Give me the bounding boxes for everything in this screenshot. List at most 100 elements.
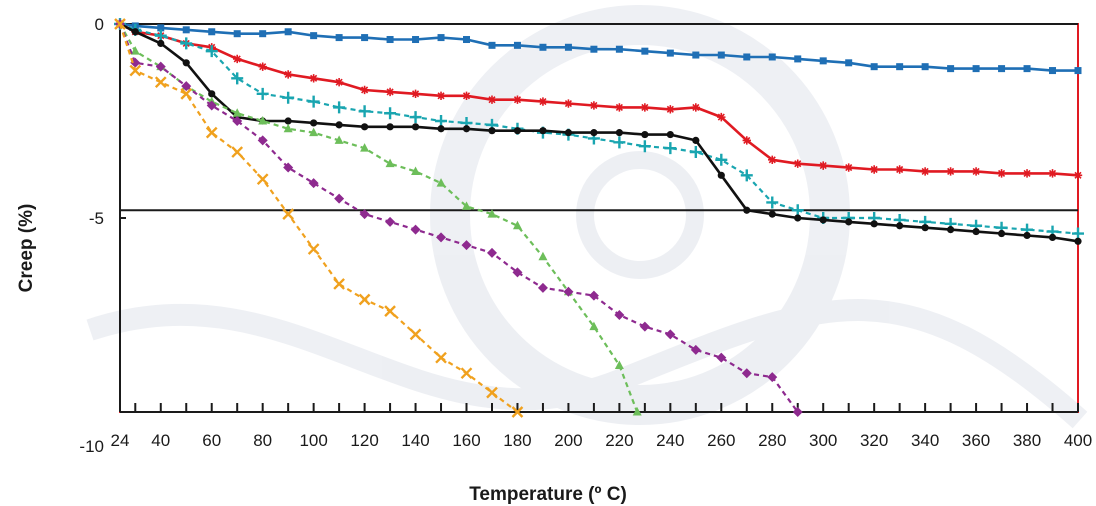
- data-point: [997, 229, 1006, 238]
- data-point: [819, 161, 828, 170]
- data-point: [589, 101, 599, 110]
- data-point: [512, 267, 523, 278]
- data-point: [638, 140, 651, 153]
- data-point: [972, 65, 980, 73]
- data-point: [740, 169, 753, 182]
- data-point: [614, 310, 625, 320]
- data-point: [895, 165, 904, 174]
- data-point: [154, 76, 167, 89]
- data-point: [205, 45, 218, 58]
- data-point: [460, 367, 473, 380]
- data-point: [997, 169, 1006, 178]
- x-tick-label: 300: [809, 431, 837, 450]
- data-point: [335, 121, 343, 129]
- disc-hole-watermark: [576, 151, 704, 279]
- data-point: [334, 135, 344, 144]
- data-point: [181, 81, 192, 92]
- data-point: [208, 90, 216, 98]
- data-point: [360, 123, 369, 131]
- data-point: [359, 209, 370, 220]
- x-tick-label: 200: [554, 431, 582, 450]
- data-point: [715, 153, 728, 166]
- data-point: [819, 216, 827, 224]
- data-point: [231, 72, 244, 85]
- data-point: [129, 64, 142, 77]
- data-point: [666, 105, 675, 114]
- x-tick-label: 180: [503, 431, 531, 450]
- data-point: [157, 24, 165, 32]
- data-point: [717, 171, 725, 179]
- data-point: [1022, 169, 1032, 178]
- data-point: [130, 46, 140, 55]
- data-point: [998, 65, 1006, 73]
- data-point: [335, 34, 343, 42]
- data-point: [870, 220, 878, 228]
- data-point: [921, 63, 929, 71]
- data-point: [869, 165, 879, 174]
- data-point: [1073, 171, 1083, 180]
- data-point: [971, 167, 981, 176]
- data-point: [259, 30, 267, 38]
- series-3: [114, 18, 1084, 240]
- data-point: [462, 201, 472, 210]
- data-point: [307, 95, 320, 108]
- x-tick-label: 100: [299, 431, 327, 450]
- x-ticks: 24 40 60 80 100 120 140 160 180 200 220 240 260 280 30…: [111, 403, 1092, 450]
- data-point: [792, 407, 803, 417]
- data-point: [358, 105, 371, 118]
- y-tick-label: -10: [79, 437, 104, 456]
- data-point: [1048, 233, 1057, 241]
- data-point: [768, 155, 777, 164]
- data-point: [283, 162, 294, 173]
- data-point: [564, 99, 573, 108]
- data-point: [845, 218, 853, 226]
- data-point: [488, 127, 496, 135]
- data-point: [436, 232, 447, 243]
- data-point: [486, 386, 498, 399]
- data-point: [182, 59, 190, 67]
- data-point: [946, 167, 955, 176]
- x-tick-label: 160: [452, 431, 480, 450]
- x-tick-label: 340: [911, 431, 939, 450]
- data-point: [437, 125, 445, 133]
- data-point: [716, 352, 727, 363]
- data-point: [385, 158, 395, 168]
- data-point: [157, 39, 165, 48]
- y-axis-title: Creep (%): [16, 204, 37, 293]
- data-point: [361, 34, 369, 42]
- data-point: [538, 251, 548, 261]
- data-point: [114, 18, 126, 30]
- data-point: [819, 57, 827, 65]
- data-point: [282, 208, 295, 220]
- data-point: [921, 224, 929, 232]
- data-point: [309, 74, 318, 83]
- data-point: [564, 129, 573, 137]
- data-point: [794, 214, 802, 222]
- data-point: [308, 178, 319, 189]
- data-point: [768, 210, 776, 218]
- series-1: [116, 20, 1082, 75]
- data-point: [435, 115, 448, 127]
- data-point: [180, 87, 193, 100]
- data-point: [513, 41, 521, 49]
- y-tick-label: 0: [95, 15, 104, 34]
- series-line: [119, 22, 1079, 243]
- data-point: [411, 166, 421, 175]
- data-point: [692, 136, 700, 144]
- data-point: [743, 206, 751, 214]
- data-point: [463, 36, 471, 44]
- data-point: [411, 89, 420, 99]
- data-point: [462, 91, 471, 100]
- data-point: [537, 282, 548, 293]
- data-point: [632, 407, 642, 416]
- x-tick-label: 320: [860, 431, 888, 450]
- data-point: [435, 351, 447, 364]
- data-point: [155, 61, 166, 72]
- data-point: [180, 37, 193, 50]
- data-point: [689, 146, 702, 159]
- data-point: [741, 368, 752, 379]
- x-tick-label: 380: [1013, 431, 1041, 450]
- data-point: [1072, 227, 1084, 240]
